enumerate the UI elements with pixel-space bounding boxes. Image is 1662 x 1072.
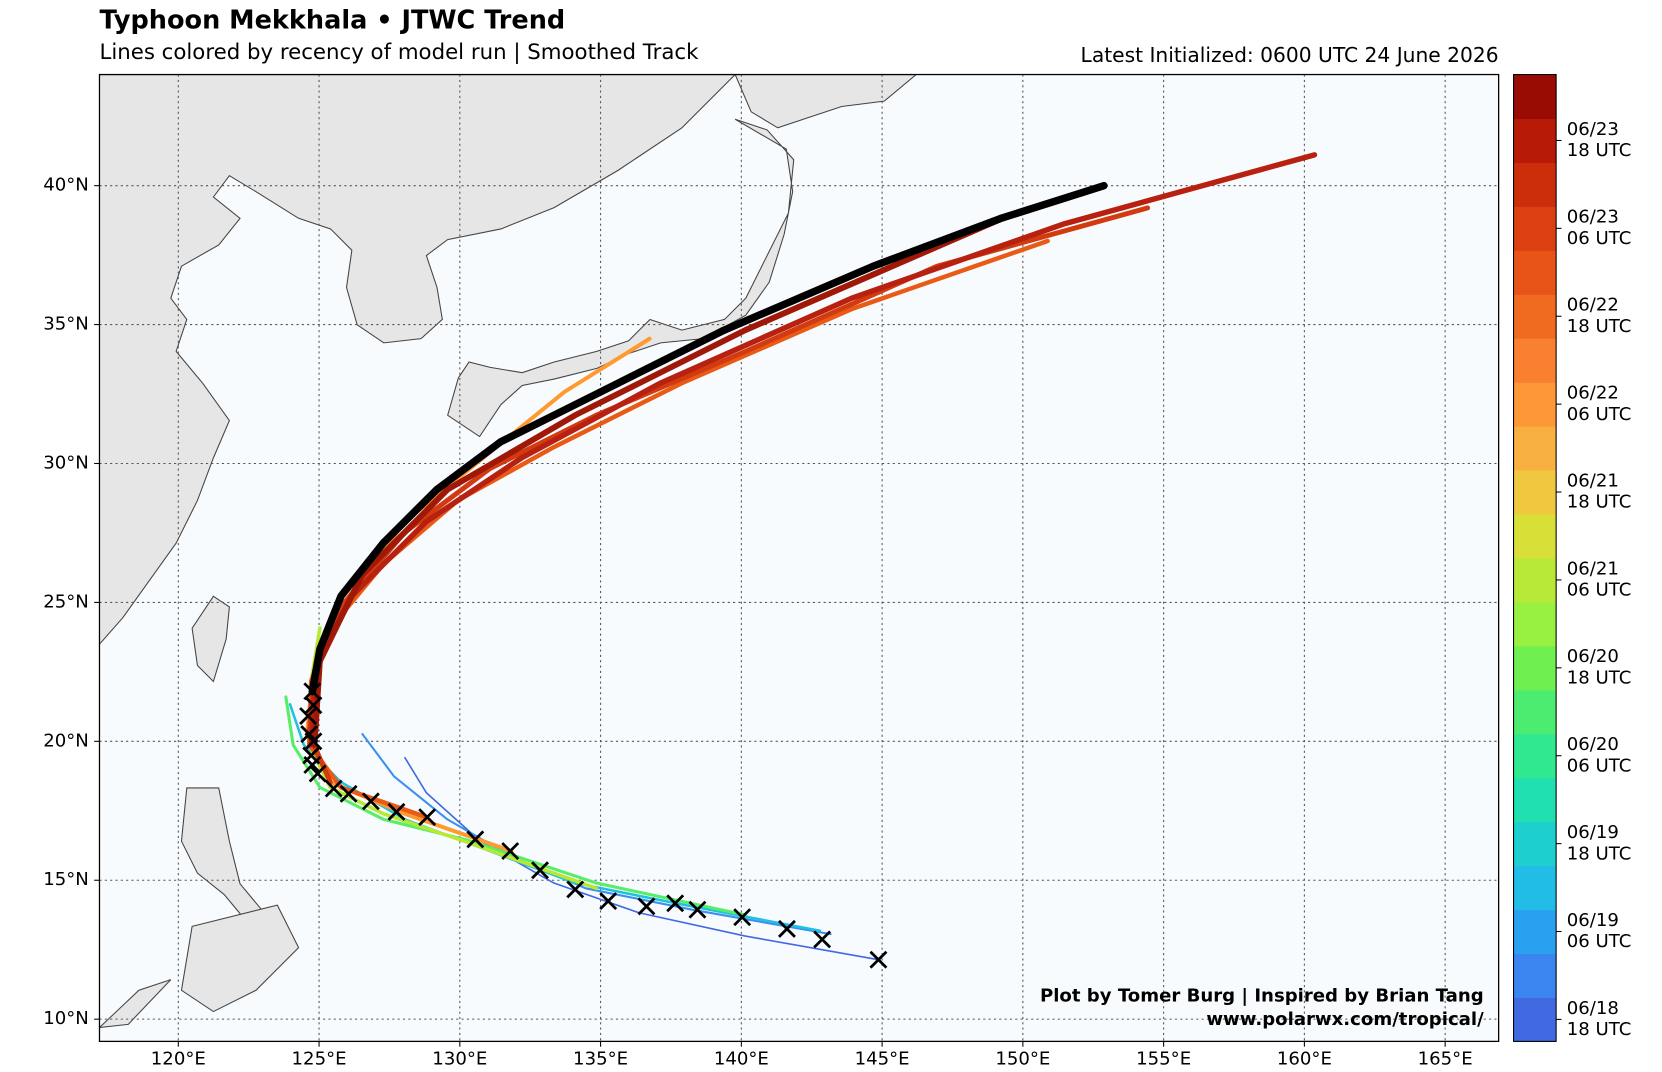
observed-position <box>361 792 380 811</box>
observed-position <box>501 842 520 861</box>
observed-position <box>466 830 485 849</box>
colorbar-time: 18 UTC <box>1567 316 1632 337</box>
y-tick-label: 25°N <box>43 591 89 612</box>
model-track <box>404 756 880 961</box>
colorbar-time: 18 UTC <box>1567 667 1632 688</box>
colorbar-time: 06 UTC <box>1567 755 1632 776</box>
x-tick-label: 160°E <box>1277 1048 1332 1068</box>
colorbar-segment <box>1513 470 1557 515</box>
x-tick-label: 125°E <box>292 1048 347 1068</box>
colorbar-segment <box>1513 645 1557 691</box>
title: Typhoon Mekkhala • JTWC Trend <box>99 5 565 35</box>
observed-position <box>733 908 752 927</box>
colorbar-time: 18 UTC <box>1567 140 1632 161</box>
colorbar-segment <box>1513 997 1557 1042</box>
observed-position <box>637 897 656 916</box>
colorbar-segment <box>1513 909 1557 955</box>
x-tick-label: 130°E <box>432 1048 487 1068</box>
latest-init: Latest Initialized: 0600 UTC 24 June 202… <box>1081 43 1499 67</box>
x-tick-label: 135°E <box>573 1048 628 1068</box>
colorbar-segment <box>1513 382 1557 427</box>
colorbar-segment <box>1513 557 1557 603</box>
observed-position <box>531 861 550 880</box>
colorbar-segment <box>1513 777 1557 823</box>
observed-position <box>777 919 796 938</box>
colorbar-date: 06/18 <box>1567 998 1619 1019</box>
colorbar-date: 06/23 <box>1567 119 1619 140</box>
observed-position <box>302 746 321 765</box>
observed-position <box>813 930 832 949</box>
observed-position <box>387 802 406 821</box>
observed-position <box>566 880 585 899</box>
credit: Plot by Tomer Burg | Inspired by Brian T… <box>1040 986 1484 1007</box>
x-tick-label: 155°E <box>1136 1048 1191 1068</box>
colorbar-segment <box>1513 426 1557 471</box>
map-frame <box>98 73 1500 1043</box>
x-tick-label: 150°E <box>995 1048 1050 1068</box>
y-tick-label: 10°N <box>43 1008 89 1029</box>
colorbar-time: 06 UTC <box>1567 228 1632 249</box>
x-tick-label: 120°E <box>151 1048 206 1068</box>
y-tick-label: 15°N <box>43 869 89 890</box>
latest-track <box>308 181 1108 696</box>
observed-position <box>300 725 319 744</box>
colorbar-date: 06/20 <box>1567 646 1619 667</box>
colorbar-date: 06/21 <box>1567 470 1619 491</box>
observed-position <box>869 950 888 969</box>
colorbar-date: 06/22 <box>1567 295 1619 316</box>
colorbar-segment <box>1513 733 1557 779</box>
colorbar-segment <box>1513 953 1557 998</box>
observed-position <box>666 894 685 913</box>
observed-position <box>304 696 323 715</box>
y-tick-label: 20°N <box>43 730 89 751</box>
colorbar-time: 18 UTC <box>1567 1019 1632 1040</box>
colorbar-segment <box>1513 74 1557 120</box>
colorbar-segment <box>1513 162 1557 207</box>
colorbar-time: 06 UTC <box>1567 580 1632 601</box>
colorbar-segment <box>1513 689 1557 735</box>
x-tick-label: 145°E <box>855 1048 910 1068</box>
colorbar-segment <box>1513 865 1557 911</box>
colorbar-segment <box>1513 118 1557 163</box>
colorbar-segment <box>1513 206 1557 251</box>
colorbar-date: 06/19 <box>1567 910 1619 931</box>
plot-area <box>99 74 1499 1042</box>
colorbar-date: 06/21 <box>1567 558 1619 579</box>
subtitle: Lines colored by recency of model run | … <box>99 40 699 65</box>
x-tick-label: 140°E <box>714 1048 769 1068</box>
colorbar-time: 06 UTC <box>1567 404 1632 425</box>
colorbar-date: 06/22 <box>1567 382 1619 403</box>
y-tick-label: 40°N <box>43 175 89 196</box>
colorbar-time: 18 UTC <box>1567 492 1632 513</box>
observed-position <box>688 900 707 919</box>
observed-position <box>299 707 318 726</box>
land <box>99 74 918 1029</box>
colorbar-date: 06/20 <box>1567 734 1619 755</box>
observed-position <box>303 682 322 701</box>
y-tick-label: 35°N <box>43 314 89 335</box>
y-tick-label: 30°N <box>43 452 89 473</box>
observed-position <box>599 892 618 911</box>
colorbar-segment <box>1513 514 1557 559</box>
colorbar-segment <box>1513 601 1557 647</box>
colorbar-segment <box>1513 821 1557 867</box>
credit-url: www.polarwx.com/tropical/ <box>1206 1009 1484 1030</box>
colorbar-segment <box>1513 338 1557 383</box>
colorbar-time: 18 UTC <box>1567 843 1632 864</box>
observed-position <box>339 784 358 803</box>
colorbar-segment <box>1513 250 1557 295</box>
model-track <box>284 695 747 917</box>
colorbar-date: 06/23 <box>1567 207 1619 228</box>
colorbar-date: 06/19 <box>1567 822 1619 843</box>
colorbar-segment <box>1513 294 1557 339</box>
x-tick-label: 165°E <box>1418 1048 1473 1068</box>
observed-position <box>308 764 327 783</box>
colorbar-time: 06 UTC <box>1567 931 1632 952</box>
observed-position <box>324 779 343 798</box>
colorbar-frame <box>1513 74 1557 1042</box>
observed-position <box>418 808 437 827</box>
